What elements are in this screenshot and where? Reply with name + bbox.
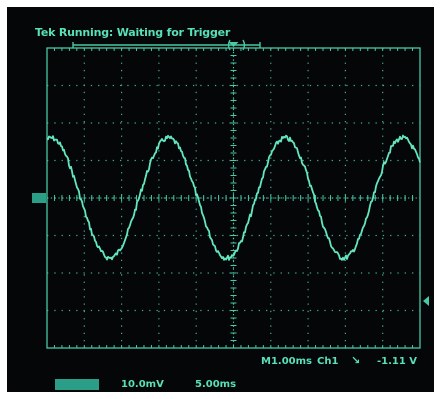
waveform-display xyxy=(32,39,429,349)
trigger-source-readout: Ch1 xyxy=(317,356,339,367)
channel-ground-marker xyxy=(32,193,46,203)
acquisition-status: Tek Running: Waiting for Trigger xyxy=(35,26,231,39)
trigger-level-marker xyxy=(423,296,429,306)
volts-per-div-readout: 10.0mV xyxy=(121,379,164,390)
trigger-level-readout: -1.11 V xyxy=(377,356,418,367)
display-window-left-bracket xyxy=(227,39,231,51)
trigger-position-marker xyxy=(228,42,239,47)
channel-badge xyxy=(55,379,99,390)
time-per-div-readout: 5.00ms xyxy=(195,379,237,390)
signal-trace xyxy=(46,134,421,261)
oscilloscope-screen: Tek Running: Waiting for Trigger M1.00ms… xyxy=(7,7,434,392)
display-window-right-bracket xyxy=(242,39,246,51)
timebase-readout: M1.00ms xyxy=(261,356,312,367)
falling-edge-icon: ↘ xyxy=(351,354,361,367)
